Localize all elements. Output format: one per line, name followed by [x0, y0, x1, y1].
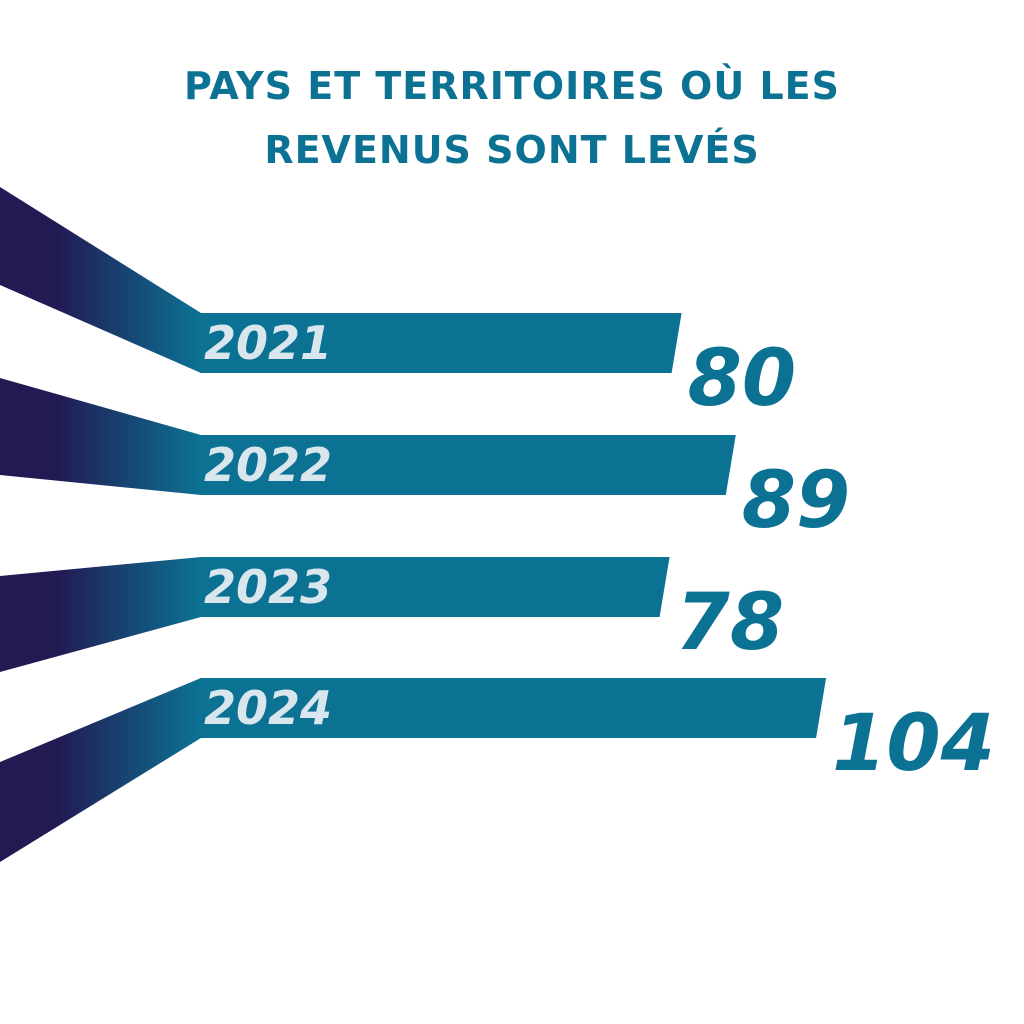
chart-title: PAYS ET TERRITOIRES OÙ LES REVENUS SONT … [0, 54, 1024, 182]
label-group: 2021 80 2022 89 2023 78 2024 104 [204, 316, 995, 789]
year-label-2024: 2024 [204, 681, 332, 735]
bar-2024 [200, 678, 827, 738]
ribbon-2021 [0, 187, 201, 373]
value-label-2024: 104 [832, 699, 995, 789]
bar-2022 [200, 435, 736, 495]
value-label-2022: 89 [742, 456, 851, 546]
ribbon-2023 [0, 557, 201, 672]
year-label-2022: 2022 [204, 438, 332, 492]
chart-title-line-2: REVENUS SONT LEVÉS [264, 128, 760, 172]
year-label-2023: 2023 [204, 560, 332, 614]
ribbon-group [0, 187, 201, 862]
bar-2023 [200, 557, 670, 617]
value-label-2023: 78 [676, 578, 785, 668]
ribbon-2022 [0, 378, 201, 495]
chart-title-line-1: PAYS ET TERRITOIRES OÙ LES [183, 64, 840, 108]
year-label-2021: 2021 [204, 316, 332, 370]
ribbon-2024 [0, 678, 201, 862]
bar-group [200, 313, 827, 738]
value-label-2021: 80 [688, 334, 797, 424]
bar-2021 [200, 313, 682, 373]
